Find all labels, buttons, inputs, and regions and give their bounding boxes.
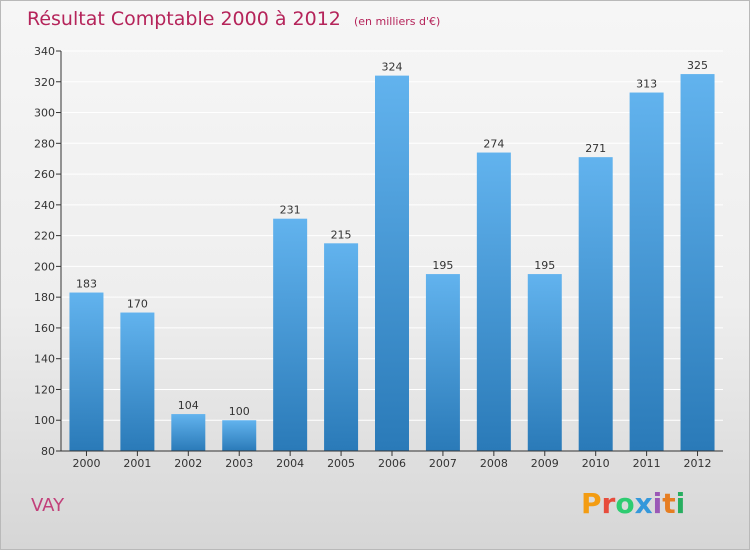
bar-2008[interactable]: [476, 152, 511, 452]
y-tick-label: 340: [34, 45, 55, 58]
data-label-2012: 325: [687, 59, 708, 72]
x-tick-label-2009: 2009: [531, 457, 559, 470]
y-tick-label: 220: [34, 230, 55, 243]
x-tick-label-2002: 2002: [174, 457, 202, 470]
chart-title: Résultat Comptable 2000 à 2012: [27, 8, 341, 30]
axis-layer: [56, 50, 723, 456]
data-label-2000: 183: [76, 278, 97, 291]
y-tick-label: 320: [34, 76, 55, 89]
data-label-2007: 195: [432, 259, 453, 272]
logo-letter: P: [581, 487, 602, 520]
bar-layer: [69, 74, 715, 452]
bar-2005[interactable]: [324, 243, 359, 451]
y-tick-label: 300: [34, 107, 55, 120]
title-row: Résultat Comptable 2000 à 2012 (en milli…: [27, 8, 440, 30]
y-tick-label: 140: [34, 353, 55, 366]
data-label-2003: 100: [229, 405, 250, 418]
data-label-2006: 324: [382, 61, 403, 74]
data-label-2002: 104: [178, 399, 199, 412]
y-tick-label: 180: [34, 291, 55, 304]
bar-2004[interactable]: [273, 218, 308, 451]
y-tick-label: 160: [34, 322, 55, 335]
x-tick-label-2006: 2006: [378, 457, 406, 470]
x-tick-label-2000: 2000: [72, 457, 100, 470]
bar-2000[interactable]: [69, 292, 104, 451]
bar-2009[interactable]: [527, 274, 562, 451]
bar-2010[interactable]: [578, 157, 613, 451]
y-tick-label: 80: [41, 445, 55, 458]
data-label-2005: 215: [331, 228, 352, 241]
data-label-2008: 274: [483, 138, 504, 151]
data-label-2011: 313: [636, 78, 657, 91]
chart-subtitle: (en milliers d'€): [353, 15, 441, 28]
proxiti-logo[interactable]: Proxiti: [581, 487, 685, 520]
bar-2003[interactable]: [222, 420, 257, 451]
bar-2011[interactable]: [629, 92, 664, 452]
y-tick-label: 100: [34, 414, 55, 427]
y-tick-label: 240: [34, 199, 55, 212]
x-tick-label-2003: 2003: [225, 457, 253, 470]
logo-letter: i: [675, 487, 686, 520]
data-label-2009: 195: [534, 259, 555, 272]
y-tick-label: 200: [34, 260, 55, 273]
bar-2002[interactable]: [171, 414, 206, 451]
x-tick-label-2011: 2011: [633, 457, 661, 470]
x-tick-label-2007: 2007: [429, 457, 457, 470]
logo-letter: i: [652, 487, 663, 520]
label-layer: 80 100 120 140 160 180 200 220 240 260 280 300 320 34…: [34, 45, 712, 470]
y-tick-label: 120: [34, 383, 55, 396]
bar-2007[interactable]: [425, 274, 460, 451]
x-tick-label-2004: 2004: [276, 457, 304, 470]
logo-letter: t: [662, 487, 676, 520]
data-label-2004: 231: [280, 204, 301, 217]
bar-2006[interactable]: [375, 75, 409, 451]
bar-2001[interactable]: [120, 312, 155, 451]
y-tick-label: 260: [34, 168, 55, 181]
commune-name: VAY: [31, 495, 65, 516]
x-tick-label-2012: 2012: [684, 457, 712, 470]
x-tick-label-2008: 2008: [480, 457, 508, 470]
logo-letter: o: [615, 487, 635, 520]
data-label-2010: 271: [585, 142, 606, 155]
x-tick-label-2001: 2001: [123, 457, 151, 470]
y-tick-label: 280: [34, 137, 55, 150]
logo-letter: r: [601, 487, 616, 520]
x-tick-label-2005: 2005: [327, 457, 355, 470]
data-label-2001: 170: [127, 298, 148, 311]
logo-letter: x: [634, 487, 653, 520]
x-tick-label-2010: 2010: [582, 457, 610, 470]
bar-2012[interactable]: [680, 74, 715, 452]
